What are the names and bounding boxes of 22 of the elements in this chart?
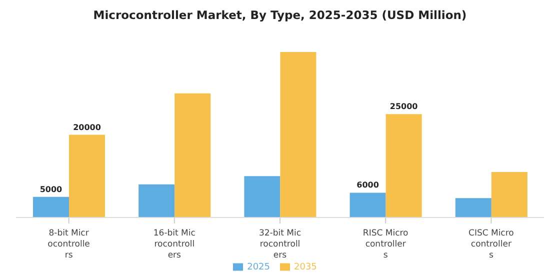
data-label: 20000: [73, 122, 102, 132]
x-tick-label: 8-bit Microcontrollers: [48, 228, 90, 261]
bar: [174, 93, 211, 218]
legend-label: 2025: [247, 262, 270, 272]
bar: [386, 114, 422, 218]
chart-title: Microcontroller Market, By Type, 2025-2035 (USD Million): [92, 8, 468, 24]
data-label: 6000: [356, 180, 380, 190]
x-tick-label: RISC Microcontrollers: [362, 228, 408, 261]
data-label: 5000: [40, 184, 63, 194]
data-label: 25000: [390, 102, 418, 112]
x-tick-label: 32-bit Microcontrollers: [258, 228, 302, 261]
x-tick-label: 16-bit Microcontrollers: [153, 228, 196, 261]
bar: [244, 176, 280, 218]
bar: [280, 52, 316, 218]
bar: [138, 184, 175, 218]
bar: [69, 134, 105, 218]
bar: [491, 172, 528, 218]
bar: [455, 198, 492, 218]
x-tick-label: CISC Microcontrollers: [468, 228, 514, 261]
bar: [350, 192, 386, 218]
bar: [33, 196, 69, 218]
legend-label: 2035: [294, 262, 317, 272]
